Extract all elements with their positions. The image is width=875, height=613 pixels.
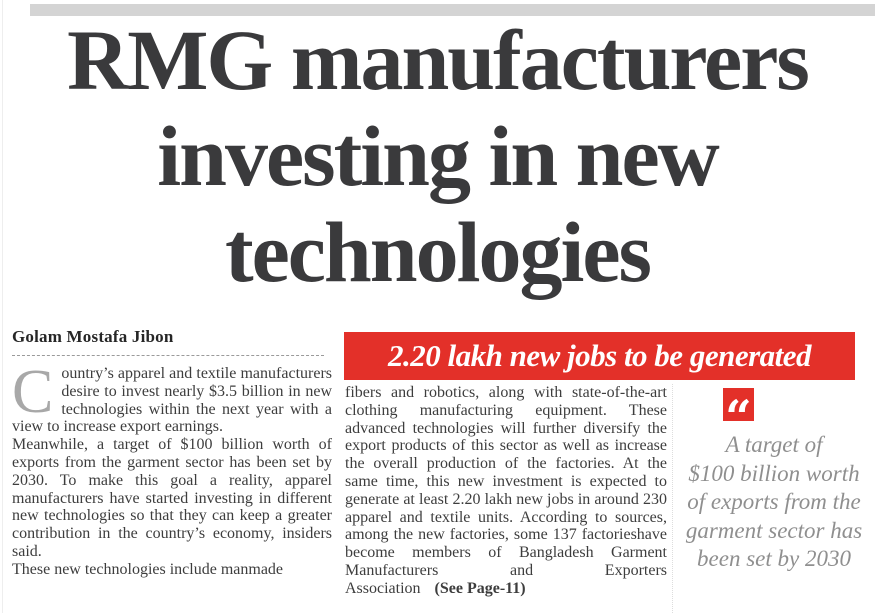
pull-quote-line: garment sector has [685, 517, 863, 543]
drop-cap: C [12, 365, 54, 426]
body-paragraph: These new technologies include manmade [12, 560, 284, 578]
pull-quote-line: of exports from the [687, 489, 861, 514]
lead-paragraph-text: ountry’s apparel and textile manufacture… [12, 365, 332, 436]
see-page-ref: (See Page-11) [434, 579, 526, 597]
byline-author: Golam Mostafa Jibon [12, 327, 174, 346]
pull-quote-text: A target of $100 billion worth of export… [673, 431, 875, 574]
pull-quote-line: $100 billion worth [688, 460, 860, 486]
headline-line-2: investing in new [157, 108, 720, 204]
byline-block: Golam Mostafa Jibon [12, 327, 324, 356]
top-rule-bar [30, 4, 875, 16]
body-paragraph: fibers and robotics, along with state-of… [345, 384, 667, 598]
body-paragraph: Meanwhile, a target of $100 billion wort… [12, 436, 332, 560]
open-quote-icon: “ [723, 388, 754, 421]
page-edge-line [2, 0, 3, 613]
sub-headline-banner: 2.20 lakh new jobs to be generated [344, 332, 855, 380]
pull-quote-block: “ A target of $100 billion worth of expo… [672, 384, 875, 613]
article-headline: RMG manufacturers investing in new techn… [0, 12, 875, 300]
article-column-middle: fibers and robotics, along with state-of… [345, 384, 667, 613]
pull-quote-line: A target of [725, 432, 823, 457]
pull-quote-line: been set by 2030 [697, 546, 851, 571]
headline-line-3: technologies [224, 204, 652, 300]
headline-line-1: RMG manufacturers [67, 12, 810, 108]
column-continuation-text: fibers and robotics, along with state-of… [345, 384, 667, 597]
